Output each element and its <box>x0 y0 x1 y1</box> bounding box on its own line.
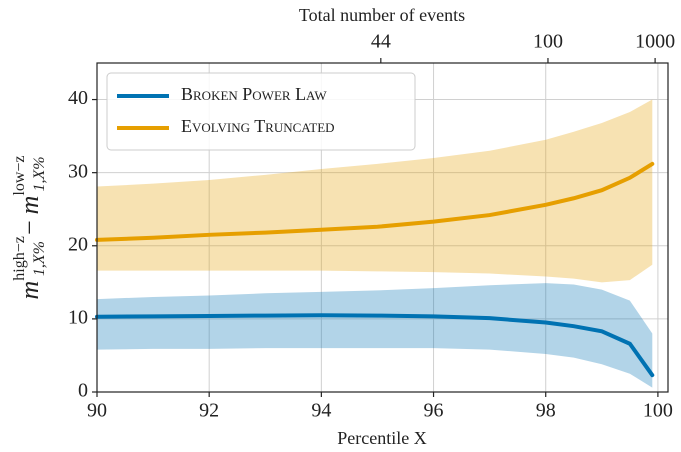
x2-tick-label: 44 <box>371 31 391 53</box>
line <box>95 313 655 378</box>
y-axis-label-part: m <box>15 196 44 215</box>
x-tick-label: 90 <box>87 400 107 422</box>
x-tick-label: 92 <box>199 400 219 422</box>
y-axis-label-part: low−z <box>11 155 28 195</box>
y-tick-label: 10 <box>68 306 88 328</box>
plot-frame <box>96 62 669 393</box>
line <box>95 161 655 242</box>
band <box>97 99 653 283</box>
x-tick-label: 100 <box>643 400 673 422</box>
y-axis-label-part: m <box>15 281 44 300</box>
y-tick-label: 0 <box>78 380 88 402</box>
x2-tick-label: 1000 <box>635 31 675 53</box>
y-tick-label: 40 <box>68 87 88 109</box>
band <box>97 283 653 388</box>
y-axis-label-part: 1,X% <box>31 241 48 276</box>
legend-label: Broken Power Law <box>181 84 327 104</box>
legend-box <box>106 72 416 151</box>
legend-label: Evolving Truncated <box>181 116 335 136</box>
y-axis-label-part: 1,X% <box>31 156 48 191</box>
y-axis-label-part: high−z <box>11 236 28 281</box>
y-axis-label: mhigh−z 1,X%−mlow−z 1,X% <box>11 155 48 299</box>
x-tick-label: 98 <box>536 400 556 422</box>
x2-tick-label: 100 <box>533 31 563 53</box>
x-tick-label: 96 <box>424 400 444 422</box>
x-tick-label: 94 <box>311 400 331 422</box>
x-axis-label: Percentile X <box>337 428 426 448</box>
x2-axis-label: Total number of events <box>299 5 465 25</box>
y-tick-label: 30 <box>68 160 88 182</box>
y-tick-label: 20 <box>68 233 88 255</box>
y-axis-label-part: − <box>15 220 44 235</box>
